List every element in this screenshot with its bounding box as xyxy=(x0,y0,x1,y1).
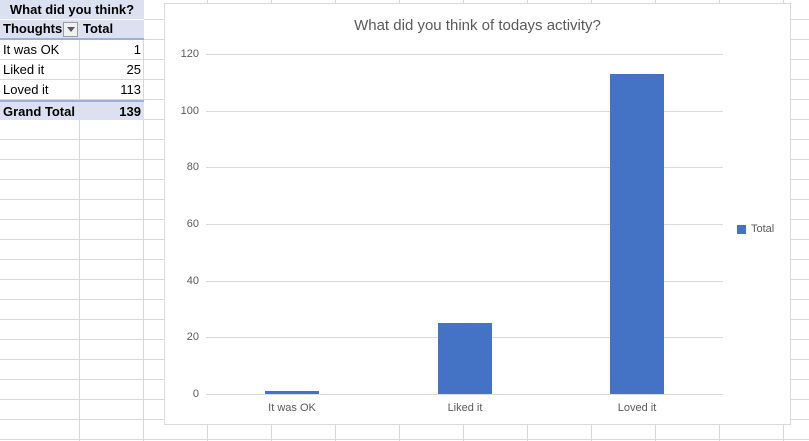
grand-total-label: Grand Total xyxy=(3,104,75,119)
row-value[interactable]: 25 xyxy=(126,62,141,77)
y-tick-label: 60 xyxy=(186,218,199,230)
y-tick-label: 80 xyxy=(186,161,199,173)
row-label[interactable]: Liked it xyxy=(3,62,45,77)
chart-gridline xyxy=(206,394,723,395)
bar-liked-it[interactable] xyxy=(438,323,492,394)
table-row[interactable]: Liked it 25 xyxy=(0,60,144,80)
chart-gridline xyxy=(206,224,723,225)
dropdown-arrow-icon xyxy=(66,26,75,32)
x-category-label: Loved it xyxy=(617,402,657,414)
row-value[interactable]: 113 xyxy=(120,82,141,97)
legend-swatch-icon xyxy=(737,224,746,234)
chart-title[interactable]: What did you think of todays activity? xyxy=(354,17,601,34)
y-tick-label: 120 xyxy=(180,48,199,60)
x-category-label: Liked it xyxy=(447,402,483,414)
table-row[interactable]: It was OK 1 xyxy=(0,40,144,60)
chart-gridline xyxy=(206,167,723,168)
pivot-header-thoughts[interactable]: Thoughts xyxy=(3,21,63,36)
row-label[interactable]: It was OK xyxy=(3,42,60,57)
y-tick-label: 40 xyxy=(186,275,199,287)
row-label[interactable]: Loved it xyxy=(3,82,49,97)
chart-gridline xyxy=(206,54,723,55)
legend[interactable]: Total xyxy=(737,223,774,235)
y-tick-label: 100 xyxy=(180,105,199,117)
column-chart[interactable]: What did you think of todays activity? 0… xyxy=(164,3,791,425)
pivot-header-total[interactable]: Total xyxy=(83,21,114,36)
legend-label: Total xyxy=(751,223,775,235)
bar-it-was-ok[interactable] xyxy=(265,391,319,394)
filter-dropdown-button[interactable] xyxy=(63,21,78,37)
x-axis[interactable]: It was OK Liked it Loved it xyxy=(206,402,723,418)
x-category-label: It was OK xyxy=(268,402,316,414)
pivot-title-cell[interactable]: What did you think? xyxy=(0,0,144,20)
bar-loved-it[interactable] xyxy=(610,74,664,394)
pivot-header-row: Thoughts Total xyxy=(0,20,144,40)
grand-total-row[interactable]: Grand Total 139 xyxy=(0,100,144,120)
row-value[interactable]: 1 xyxy=(133,42,141,57)
y-tick-label: 0 xyxy=(192,388,199,400)
chart-gridline xyxy=(206,111,723,112)
pivot-title: What did you think? xyxy=(9,2,135,17)
plot-area[interactable] xyxy=(206,54,723,395)
table-row[interactable]: Loved it 113 xyxy=(0,80,144,100)
pivot-table: What did you think? Thoughts Total It wa… xyxy=(0,0,144,120)
chart-gridline xyxy=(206,281,723,282)
grand-total-value: 139 xyxy=(119,104,141,119)
y-tick-label: 20 xyxy=(186,331,199,343)
